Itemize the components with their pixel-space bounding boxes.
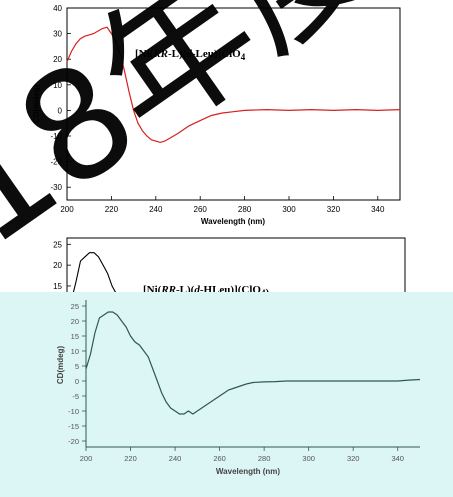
chart-b-y-axis-title: CD(mdeg): [56, 346, 65, 385]
chart-a-y-tick-label: 20: [53, 55, 62, 64]
chart-a-y-tick-label: -30: [50, 183, 62, 192]
chart-a-y-tick-label: 40: [53, 4, 62, 13]
cd-chart-ni-rr-l-d-hleu: 200 220 240 260 280 300 320 340 25 20 15 10 5 0 -5 -10 -…: [0, 292, 453, 497]
chart-b-y-tick-label: 15: [71, 332, 79, 341]
chart-b-y-tick-label: 25: [71, 302, 79, 311]
chart-b-x-tick-label: 220: [124, 454, 137, 463]
chart-b-x-axis-title: Wavelength (nm): [216, 467, 280, 476]
chart-b-upper-y-tick-label: 15: [53, 282, 62, 291]
cd-chart-ni-rr-l-d-leu: 200 220 240 260 280 300 320 340 40 30 20 10 0 -10 -20 -…: [32, 4, 401, 226]
chart-a-x-tick-label: 260: [194, 205, 208, 214]
chart-b-x-tick-label: 200: [80, 454, 93, 463]
chart-b-upper-ticks: 25 20 15: [53, 240, 71, 291]
chart-a-x-tick-label: 320: [327, 205, 341, 214]
chart-a-y-tick-label: 30: [53, 30, 62, 39]
chart-b-y-tick-label: 20: [71, 317, 79, 326]
chart-b-x-tick-label: 240: [169, 454, 182, 463]
chart-a-x-tick-label: 240: [149, 205, 163, 214]
chart-b-y-tick-label: 5: [75, 362, 79, 371]
chart-b-overlay-panel: [0, 292, 453, 497]
chart-b-y-tick-label: -5: [72, 392, 79, 401]
chart-b-y-tick-label: -20: [68, 437, 79, 446]
chart-a-series-line: [66, 26, 401, 144]
chart-a-x-tick-label: 300: [282, 205, 296, 214]
chart-b-x-tick-label: 340: [391, 454, 404, 463]
chart-b-y-tick-label: 0: [75, 377, 79, 386]
chart-b-upper-y-tick-label: 20: [53, 261, 62, 270]
chart-b-x-tick-label: 300: [302, 454, 315, 463]
chart-b-ticks: 200 220 240 260 280 300 320 340 25 20 15 10 5 0 -5 -10 -…: [68, 302, 404, 463]
chart-b-y-tick-label: 10: [71, 347, 79, 356]
chart-a-plot-frame: [66, 7, 401, 201]
chart-b-series-line: [85, 311, 421, 415]
chart-b-y-tick-label: -15: [68, 422, 79, 431]
chart-b-upper-y-tick-label: 25: [53, 240, 62, 249]
chart-a-y-tick-label: -10: [50, 132, 62, 141]
chart-b-y-tick-label: -10: [68, 407, 79, 416]
chart-a-y-tick-label: 0: [58, 106, 63, 115]
chart-a-x-axis-title: Wavelength (nm): [201, 217, 265, 226]
chart-a-x-tick-label: 340: [371, 205, 385, 214]
chart-b-x-tick-label: 280: [258, 454, 271, 463]
chart-a-ticks: 200 220 240 260 280 300 320 340 40 30 20 10 0 -10 -20 -…: [50, 4, 385, 214]
chart-a-y-tick-label: -20: [50, 158, 62, 167]
chart-a-x-tick-label: 200: [60, 205, 74, 214]
chart-b-x-tick-label: 260: [213, 454, 226, 463]
chart-a-y-axis-title: CD(mdeg): [32, 85, 41, 124]
chart-a-x-tick-label: 280: [238, 205, 252, 214]
chart-a-x-tick-label: 220: [105, 205, 119, 214]
chart-b-x-tick-label: 320: [347, 454, 360, 463]
chart-a-y-tick-label: 10: [53, 81, 62, 90]
chart-a-annotation: [Ni(RR-L)(d-Leu)]ClO4: [135, 48, 246, 62]
